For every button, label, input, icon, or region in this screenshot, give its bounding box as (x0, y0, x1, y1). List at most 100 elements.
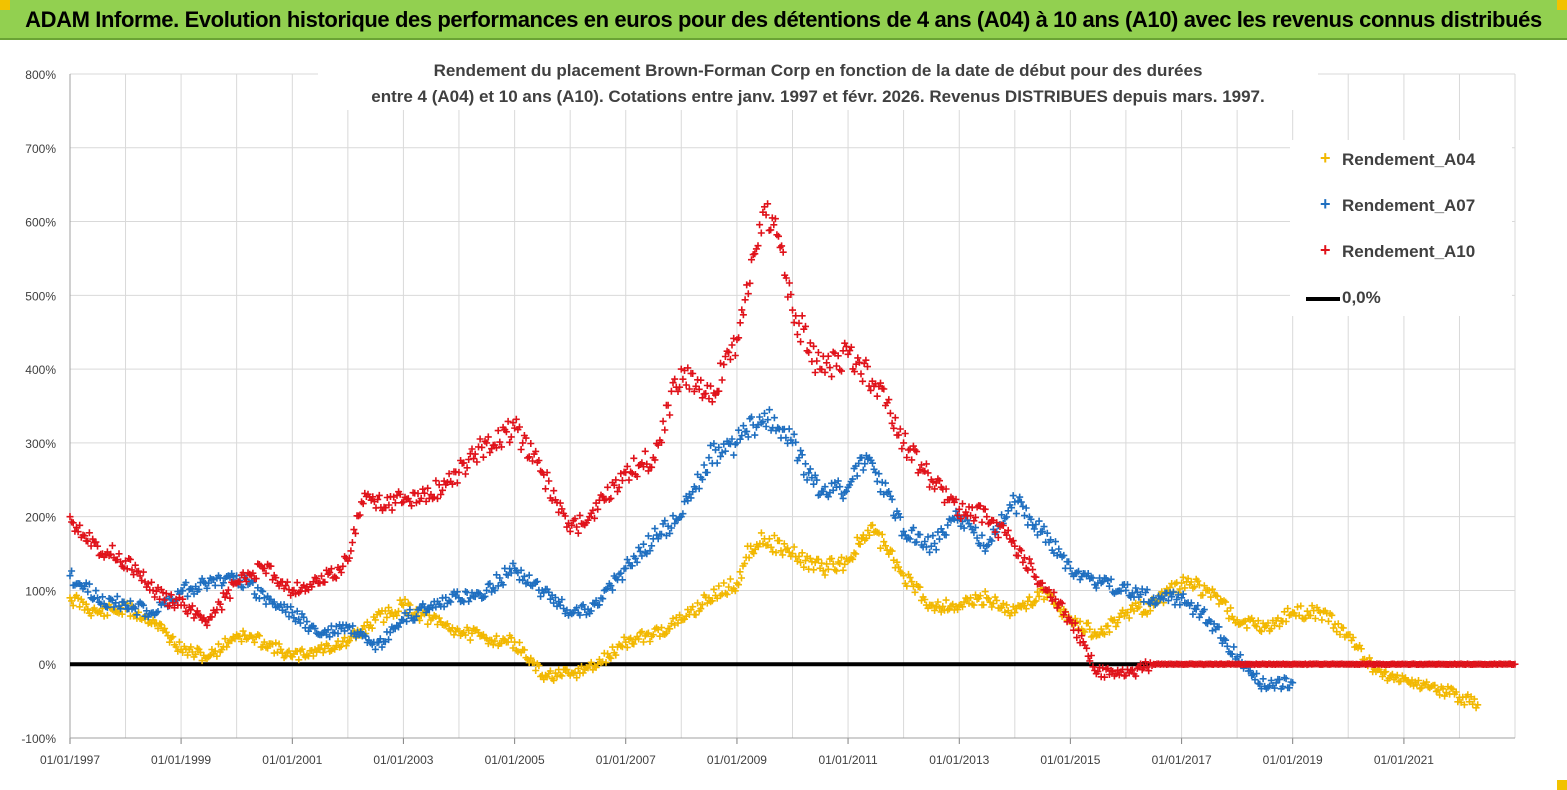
a07-marker (798, 451, 806, 459)
a10-marker (793, 331, 801, 338)
a07-marker (386, 628, 394, 636)
a04-marker (251, 638, 258, 646)
y-tick-label: 800% (25, 68, 56, 82)
a10-series (66, 200, 1519, 681)
a04-marker (1382, 668, 1390, 676)
a07-marker (888, 495, 896, 503)
a10-marker (1058, 599, 1066, 607)
a04-marker (1282, 618, 1290, 625)
a04-marker (1365, 654, 1373, 662)
legend-label-zero: 0,0% (1342, 288, 1381, 307)
a04-marker (203, 655, 211, 662)
a04-marker (1112, 623, 1120, 630)
a10-marker (571, 515, 579, 523)
a10-marker (498, 443, 505, 451)
a10-marker (123, 565, 131, 573)
a04-marker (491, 637, 499, 645)
a10-marker (857, 370, 865, 378)
a04-marker (1008, 609, 1015, 617)
a04-marker (908, 578, 916, 586)
a10-marker (1083, 644, 1091, 652)
a07-marker (154, 608, 162, 615)
a04-marker (493, 632, 500, 640)
a04-marker (1101, 630, 1108, 638)
a04-marker (838, 553, 845, 561)
a10-marker (519, 439, 527, 447)
a04-marker (1173, 579, 1181, 587)
a07-marker (859, 466, 867, 474)
a10-point (775, 232, 782, 240)
a07-marker (633, 558, 641, 566)
a10-marker (838, 367, 845, 375)
a07-marker (229, 573, 237, 581)
a07-marker (486, 580, 494, 588)
legend-item-zero: 0,0% (1290, 282, 1512, 312)
a04-marker (934, 598, 942, 606)
a04-marker (767, 543, 775, 551)
a10-marker (167, 591, 175, 599)
a07-marker (519, 576, 527, 584)
a10-marker (922, 460, 930, 468)
a10-marker (797, 338, 805, 346)
a04-marker (1280, 608, 1288, 616)
a07-marker (1014, 497, 1022, 505)
a07-marker (1222, 636, 1230, 644)
a04-marker (697, 605, 705, 613)
a10-marker (576, 511, 584, 519)
a10-marker (460, 459, 468, 467)
a10-marker (833, 362, 840, 370)
a04-marker (184, 651, 192, 659)
a07-marker (617, 569, 625, 577)
a10-marker (350, 526, 358, 534)
a04-point (260, 638, 268, 646)
a07-marker (362, 632, 370, 640)
a07-series (66, 406, 1297, 693)
a04-marker (735, 581, 742, 589)
a04-marker (694, 599, 702, 607)
legend-item-a04: + Rendement_A04 (1290, 144, 1512, 174)
a04-marker (74, 594, 82, 602)
a10-marker (496, 438, 504, 446)
a07-marker (762, 423, 770, 430)
a04-marker (1035, 592, 1043, 600)
a04-marker (986, 598, 994, 606)
a07-marker (730, 451, 738, 459)
a07-marker (861, 460, 869, 468)
a10-marker (712, 391, 719, 399)
a04-marker (800, 563, 808, 571)
a04-marker (638, 628, 646, 636)
a04-marker (398, 600, 406, 608)
a07-marker (99, 593, 106, 601)
a10-marker (272, 574, 280, 582)
a07-marker (950, 515, 958, 523)
a07-marker (465, 597, 473, 605)
a10-marker (1101, 673, 1108, 681)
plus-marker-icon: + (1320, 194, 1331, 214)
a10-marker (620, 468, 628, 476)
a10-marker (1061, 608, 1069, 616)
a04-marker (1284, 605, 1292, 612)
a04-marker (1223, 607, 1231, 615)
a07-marker (644, 532, 652, 540)
a07-marker (324, 626, 332, 634)
a04-marker (206, 651, 214, 659)
a10-marker (545, 477, 553, 485)
a04-marker (1003, 601, 1011, 609)
x-tick-label: 01/01/2017 (1152, 753, 1212, 767)
a07-marker (718, 449, 726, 457)
a10-marker (504, 417, 512, 425)
x-tick-label: 01/01/2013 (929, 753, 989, 767)
a10-marker (901, 430, 909, 437)
a10-marker (810, 342, 818, 350)
a10-marker (1003, 531, 1011, 539)
a04-marker (1086, 625, 1094, 633)
a04-marker (853, 534, 861, 541)
a10-marker (558, 505, 566, 513)
a10-marker (430, 493, 438, 501)
a04-marker (669, 615, 677, 623)
a04-marker (435, 614, 443, 622)
a10-marker (667, 387, 675, 395)
a10-marker (778, 242, 786, 250)
a10-marker (738, 306, 746, 314)
a10-marker (188, 602, 196, 610)
